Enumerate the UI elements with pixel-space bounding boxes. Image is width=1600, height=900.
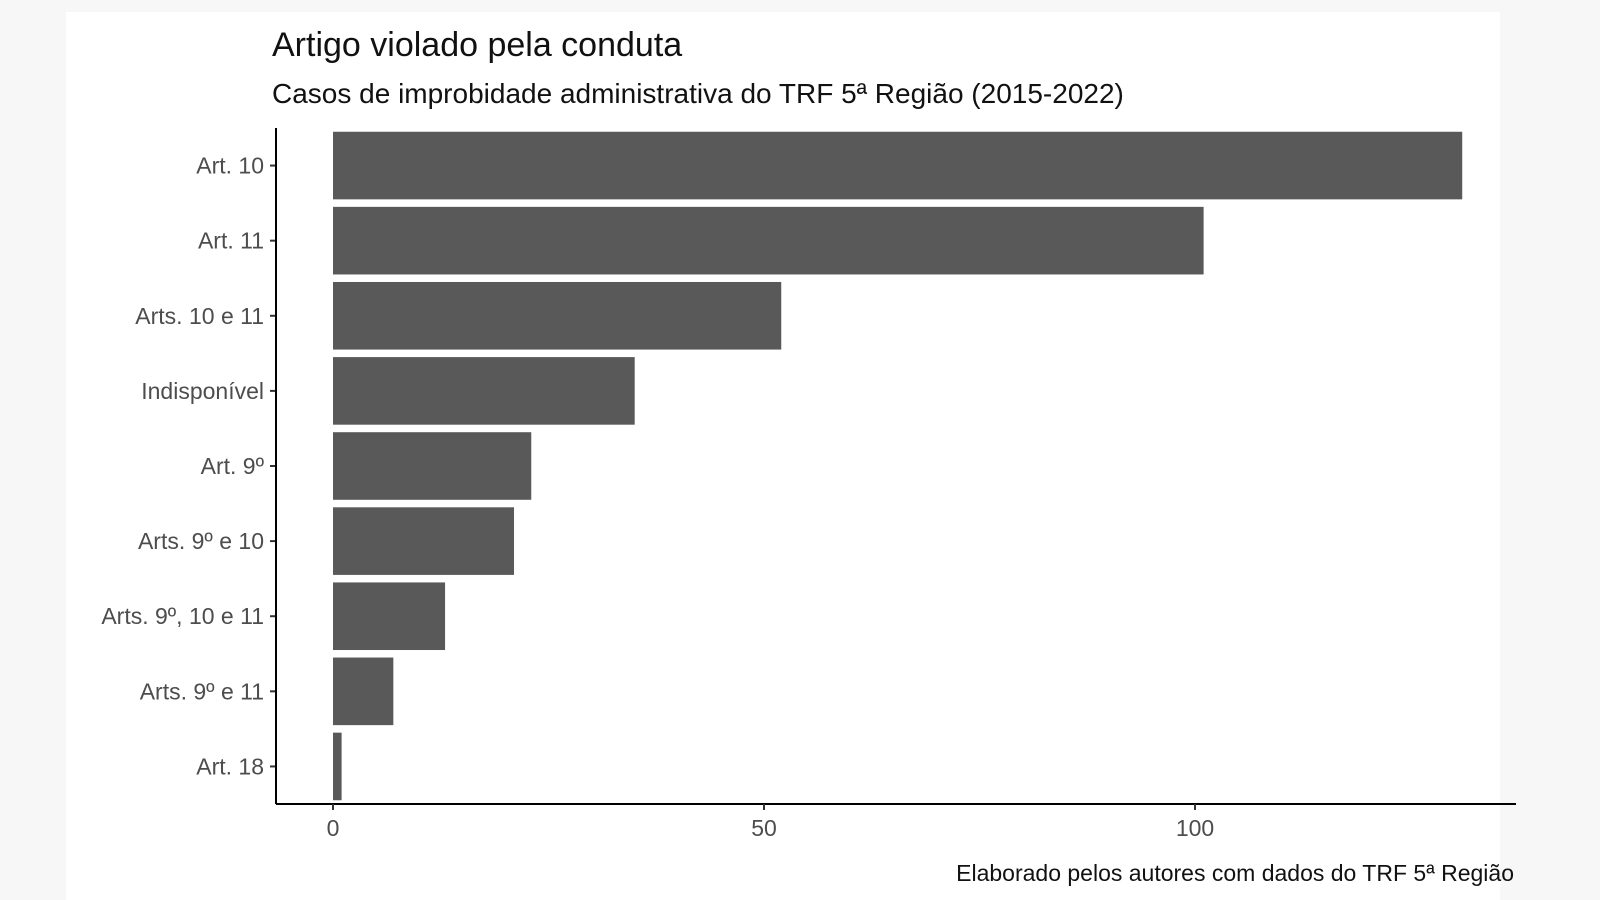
bar — [333, 507, 515, 575]
y-tick-label: Arts. 10 e 11 — [135, 303, 264, 329]
bar — [333, 206, 1204, 275]
y-tick-label: Art. 9º — [201, 453, 265, 479]
y-tick-label: Indisponível — [141, 378, 264, 404]
bar — [333, 582, 446, 651]
chart-caption: Elaborado pelos autores com dados do TRF… — [956, 860, 1514, 886]
y-tick-label: Art. 10 — [196, 153, 264, 179]
y-tick-label: Arts. 9º, 10 e 11 — [101, 603, 264, 629]
x-tick-label: 50 — [751, 815, 777, 841]
bar — [333, 131, 1463, 200]
y-tick-label: Arts. 9º e 10 — [138, 528, 264, 554]
bar — [333, 657, 394, 726]
bars-group — [333, 131, 1463, 801]
chart-subtitle: Casos de improbidade administrativa do T… — [272, 78, 1124, 109]
y-axis: Art. 10 Art. 11 Arts. 10 e 11 Indisponível A… — [101, 128, 277, 804]
y-tick-label: Art. 18 — [196, 753, 264, 779]
x-tick-label: 0 — [327, 815, 340, 841]
x-axis: 0 50 100 — [276, 803, 1516, 841]
bar — [333, 357, 635, 425]
bar — [333, 432, 532, 500]
x-tick-label: 100 — [1176, 815, 1214, 841]
bar — [333, 732, 342, 801]
y-tick-label: Art. 11 — [198, 228, 264, 254]
chart-title: Artigo violado pela conduta — [272, 26, 683, 64]
y-tick-label: Arts. 9º e 11 — [140, 678, 264, 704]
bar — [333, 281, 782, 350]
